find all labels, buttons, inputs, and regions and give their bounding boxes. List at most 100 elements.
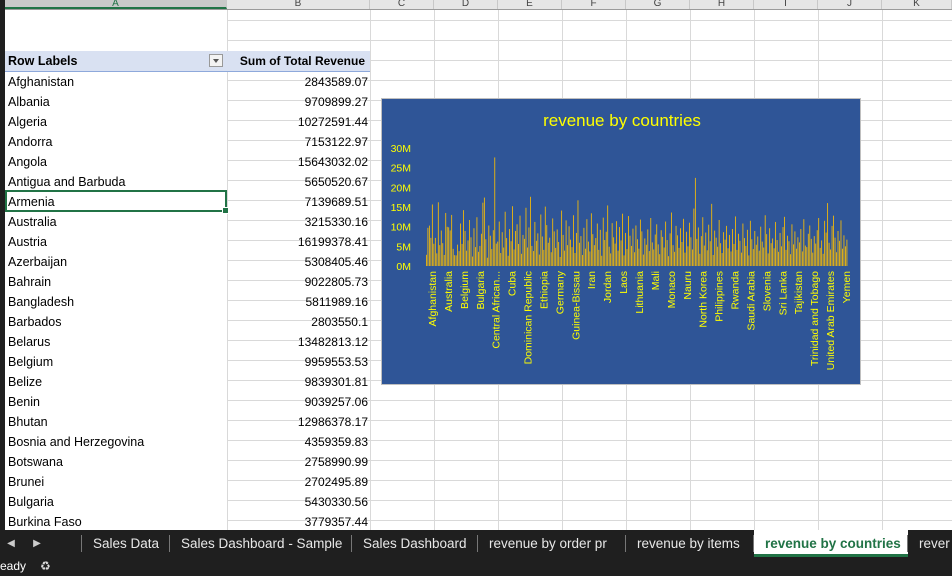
pivot-row[interactable]: Bhutan 12986378.17 <box>5 412 370 432</box>
pivot-row[interactable]: Austria 16199378.41 <box>5 232 370 252</box>
sheet-tab[interactable]: Sales Data <box>93 536 160 551</box>
bar <box>433 243 435 266</box>
revenue-value: 9022805.73 <box>304 275 368 289</box>
bar <box>843 235 845 266</box>
pivot-row[interactable]: Brunei 2702495.89 <box>5 472 370 492</box>
pivot-row[interactable]: Angola 15643032.02 <box>5 152 370 172</box>
x-tick-label: Jordan <box>602 271 614 303</box>
bar <box>544 206 546 266</box>
column-header-g[interactable]: G <box>626 0 690 9</box>
selected-cell[interactable] <box>5 190 229 214</box>
pivot-row[interactable]: Antigua and Barbuda 5650520.67 <box>5 172 370 192</box>
pivot-row[interactable]: Bangladesh 5811989.16 <box>5 292 370 312</box>
pivot-row[interactable]: Botswana 2758990.99 <box>5 452 370 472</box>
bar <box>504 211 506 266</box>
column-header-f[interactable]: F <box>562 0 626 9</box>
pivot-row[interactable]: Algeria 10272591.44 <box>5 112 370 132</box>
column-header-b[interactable]: B <box>227 0 370 9</box>
pivot-row[interactable]: Azerbaijan 5308405.46 <box>5 252 370 272</box>
column-header-i[interactable]: I <box>754 0 818 9</box>
pivot-row[interactable]: Benin 9039257.06 <box>5 392 370 412</box>
pivot-row[interactable]: Barbados 2803550.1 <box>5 312 370 332</box>
bar <box>571 247 573 266</box>
bar <box>653 249 655 266</box>
y-tick-label: 30M <box>391 143 411 155</box>
sheet-tab[interactable]: revenue by countries <box>754 530 908 557</box>
tab-scroll-right-icon[interactable]: ▶ <box>33 538 41 549</box>
grid-row-line <box>227 420 952 421</box>
grid-row-line <box>227 40 952 41</box>
country-label: Bulgaria <box>8 495 54 509</box>
bar <box>512 206 513 266</box>
pivot-row[interactable]: Australia 3215330.16 <box>5 212 370 232</box>
column-header-c[interactable]: C <box>370 0 434 9</box>
sheet-tab[interactable]: Sales Dashboard - Sample <box>181 536 343 551</box>
revenue-value: 9839301.81 <box>304 375 368 389</box>
revenue-value: 15643032.02 <box>297 155 368 169</box>
bar <box>784 216 785 266</box>
bar <box>546 225 548 266</box>
pivot-row[interactable]: Bahrain 9022805.73 <box>5 272 370 292</box>
pivot-row[interactable]: Bulgaria 5430330.56 <box>5 492 370 512</box>
bar <box>476 217 478 266</box>
bar <box>626 249 628 266</box>
sheet-tab[interactable]: revenue by order pr <box>489 536 607 551</box>
column-header-a[interactable]: A <box>5 0 227 9</box>
bar <box>583 227 585 266</box>
pivot-row[interactable]: Andorra 7153122.97 <box>5 132 370 152</box>
pivot-row[interactable]: Belarus 13482813.12 <box>5 332 370 352</box>
sheet-tab[interactable]: Sales Dashboard <box>363 536 467 551</box>
revenue-value: 3779357.44 <box>304 515 368 529</box>
filter-dropdown-icon[interactable] <box>209 54 223 67</box>
column-header-d[interactable]: D <box>434 0 498 9</box>
bar <box>700 236 702 266</box>
bar <box>582 254 583 266</box>
bar <box>693 208 695 266</box>
tab-separator <box>907 535 908 552</box>
bar <box>819 247 821 266</box>
pivot-row[interactable]: Afghanistan 2843589.07 <box>5 72 370 92</box>
column-header-h[interactable]: H <box>690 0 754 9</box>
grid-row-line <box>227 20 952 21</box>
bar <box>590 213 592 266</box>
revenue-chart[interactable]: revenue by countries 0M 5M 10M 15M 20M 25M 30M… <box>381 98 861 385</box>
column-header-j[interactable]: J <box>818 0 882 9</box>
bar <box>427 227 429 266</box>
x-tick-label: Australia <box>443 271 455 312</box>
tab-separator <box>477 535 478 552</box>
bar <box>576 232 577 266</box>
pivot-row[interactable]: Belgium 9959553.53 <box>5 352 370 372</box>
column-header-k[interactable]: K <box>882 0 952 9</box>
bar <box>470 237 472 266</box>
bar <box>788 241 790 266</box>
bar <box>482 202 484 266</box>
country-label: Benin <box>8 395 40 409</box>
bar <box>681 242 683 266</box>
bar <box>739 240 741 266</box>
tab-scroll-left-icon[interactable]: ◀ <box>7 538 15 549</box>
bar <box>828 242 830 266</box>
pivot-row[interactable]: Belize 9839301.81 <box>5 372 370 392</box>
bar <box>708 224 710 266</box>
pivot-row[interactable]: Armenia 7139689.51 <box>5 192 370 212</box>
sheet-tab[interactable]: revenue by items <box>637 536 740 551</box>
bar <box>463 210 464 266</box>
bar <box>513 249 515 266</box>
accessibility-icon[interactable]: ♻ <box>40 559 51 573</box>
bar <box>483 197 485 266</box>
column-header-e[interactable]: E <box>498 0 562 9</box>
bar <box>515 230 516 266</box>
bar <box>611 223 613 266</box>
sheet-tab[interactable]: rever <box>919 536 950 551</box>
row-header-edge <box>0 0 5 530</box>
grid-row-line <box>227 400 952 401</box>
x-tick-label: Monaco <box>666 271 678 309</box>
bar <box>751 239 753 266</box>
pivot-row[interactable]: Albania 9709899.27 <box>5 92 370 112</box>
bar <box>518 243 519 266</box>
bar <box>778 251 779 266</box>
bar <box>663 247 665 266</box>
pivot-row[interactable]: Burkina Faso 3779357.44 <box>5 512 370 532</box>
pivot-row[interactable]: Bosnia and Herzegovina 4359359.83 <box>5 432 370 452</box>
bar <box>816 230 818 266</box>
